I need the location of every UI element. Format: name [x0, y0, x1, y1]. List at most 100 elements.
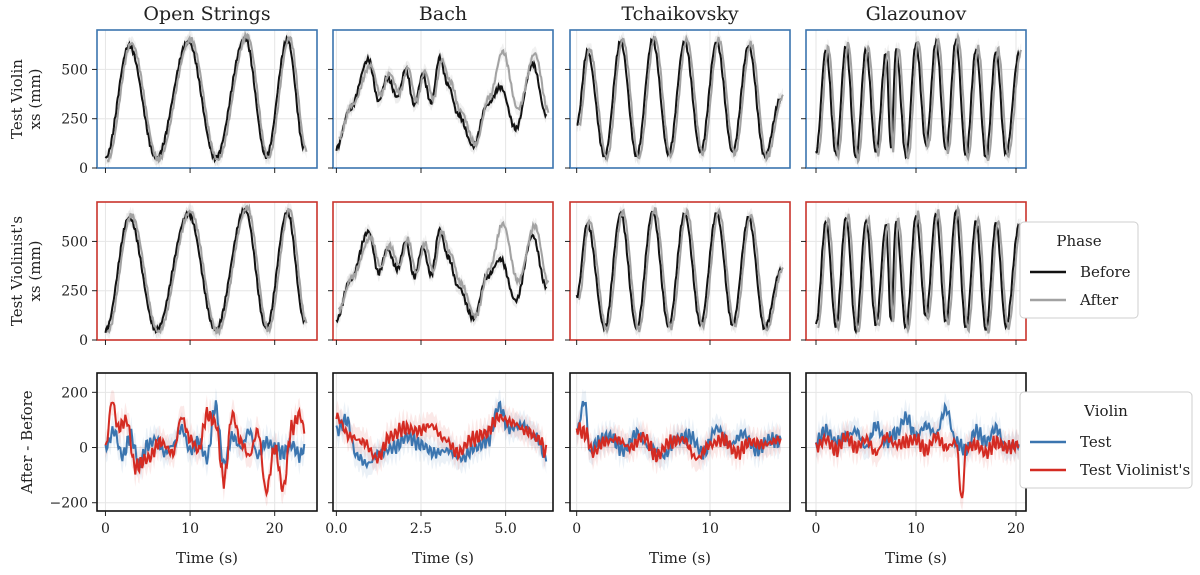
x-tick-label: 10 [701, 521, 719, 537]
series-group [104, 30, 308, 168]
series-group [335, 215, 550, 329]
series-group [104, 387, 306, 507]
x-tick-label: 0 [101, 521, 110, 537]
series-group [575, 388, 782, 475]
line-after [817, 204, 1023, 334]
line-after [338, 48, 550, 149]
row-label: Test Violinist's [8, 216, 26, 326]
x-tick-label: 0.0 [325, 521, 347, 537]
line-test [815, 401, 1020, 456]
row-label-unit: xs (mm) [26, 240, 44, 301]
line-before [104, 34, 306, 164]
line-before [575, 210, 782, 333]
x-tick-label: 0 [812, 521, 821, 537]
legend-entry-before: Before [1080, 263, 1131, 281]
line-violinist [335, 412, 548, 464]
series-group [576, 30, 784, 167]
column-title: Open Strings [143, 3, 270, 25]
line-before [815, 37, 1020, 162]
x-tick-label: 2.5 [410, 521, 432, 537]
line-before [104, 206, 306, 335]
legend-violin: Violin Test Test Violinist's [1019, 391, 1193, 489]
panel-open_strings-row0: 0 250 500 [61, 29, 318, 177]
ci-band-violinist [816, 418, 1019, 511]
line-after [817, 32, 1023, 165]
line-violinist [575, 422, 782, 463]
row-labels: Test Violin xs (mm) Test Violinist's xs … [8, 59, 44, 495]
x-tick-label: 10 [907, 521, 925, 537]
series-group [815, 392, 1020, 511]
panel-glazounov-row0 [801, 29, 1027, 173]
legend-phase: Phase Before After [1019, 221, 1139, 319]
panel-frame [569, 29, 791, 169]
panel-open_strings-row1: 0 250 500 [61, 201, 318, 349]
x-axis-label: Time (s) [885, 549, 947, 567]
panel-frame [96, 201, 318, 341]
row-label: Test Violin [8, 59, 26, 139]
panel-tchaikovsky-row1 [565, 201, 791, 345]
panel-bach-row2: 0.0 2.5 5.0 [325, 372, 554, 537]
y-tick-label: 500 [61, 234, 88, 250]
panel-open_strings-row2: −200 0 200 0 10 20 [50, 372, 318, 537]
series-group [815, 30, 1023, 168]
x-axis-label: Time (s) [649, 549, 711, 567]
line-after [106, 30, 308, 164]
line-after [577, 206, 784, 335]
panel-glazounov-row2: 0 10 20 [801, 372, 1027, 537]
series-group [104, 202, 308, 340]
column-title: Bach [419, 3, 467, 25]
column-title: Tchaikovsky [621, 3, 738, 25]
line-before [576, 35, 782, 161]
x-tick-label: 20 [266, 521, 284, 537]
x-axis-label: Time (s) [412, 549, 474, 567]
panel-frame [96, 372, 318, 512]
y-tick-label: 200 [61, 385, 88, 401]
y-tick-label: 250 [61, 112, 88, 128]
column-title: Glazounov [866, 3, 967, 25]
panel-bach-row1 [328, 201, 554, 345]
panel-tchaikovsky-row0 [565, 29, 791, 173]
line-test [104, 400, 306, 469]
panel-tchaikovsky-row2: 0 10 [565, 372, 791, 537]
y-tick-label: 0 [79, 333, 88, 349]
x-tick-label: 5.0 [494, 521, 516, 537]
column-titles: Open Strings Bach Tchaikovsky Glazounov [143, 3, 966, 25]
line-after [337, 220, 550, 320]
legend-title: Phase [1056, 232, 1101, 250]
row-label-unit: xs (mm) [26, 68, 44, 129]
legend-entry-test: Test [1080, 433, 1111, 451]
line-after [107, 203, 308, 337]
x-tick-label: 10 [181, 521, 199, 537]
y-tick-label: 500 [61, 62, 88, 78]
legend-box [1019, 221, 1139, 319]
legend-box [1019, 391, 1193, 489]
x-tick-label: 0 [572, 521, 581, 537]
series-group [335, 389, 548, 480]
panel-frame [332, 29, 554, 169]
panel-frame [96, 29, 318, 169]
row-label: After - Before [18, 390, 36, 494]
panel-frame [332, 372, 554, 512]
line-violinist [815, 430, 1019, 499]
panel-bach-row0 [328, 29, 554, 173]
panel-frame [569, 201, 791, 341]
legend-entry-violinist: Test Violinist's [1080, 461, 1190, 479]
y-tick-label: −200 [50, 496, 88, 512]
series-group [815, 202, 1023, 340]
panel-frame [569, 372, 791, 512]
x-axis-labels: Time (s) Time (s) Time (s) Time (s) [176, 549, 947, 567]
ci-band-test [105, 387, 305, 481]
legend-title: Violin [1083, 402, 1128, 420]
y-tick-label: 0 [79, 441, 88, 457]
x-tick-label: 20 [1007, 521, 1025, 537]
legend-entry-after: After [1079, 291, 1119, 309]
y-tick-label: 0 [79, 161, 88, 177]
ci-band-test [336, 389, 547, 480]
series-group [575, 202, 784, 339]
series-group [335, 43, 550, 158]
panel-glazounov-row1 [801, 201, 1027, 345]
line-after [578, 34, 784, 163]
panel-frame [332, 201, 554, 341]
